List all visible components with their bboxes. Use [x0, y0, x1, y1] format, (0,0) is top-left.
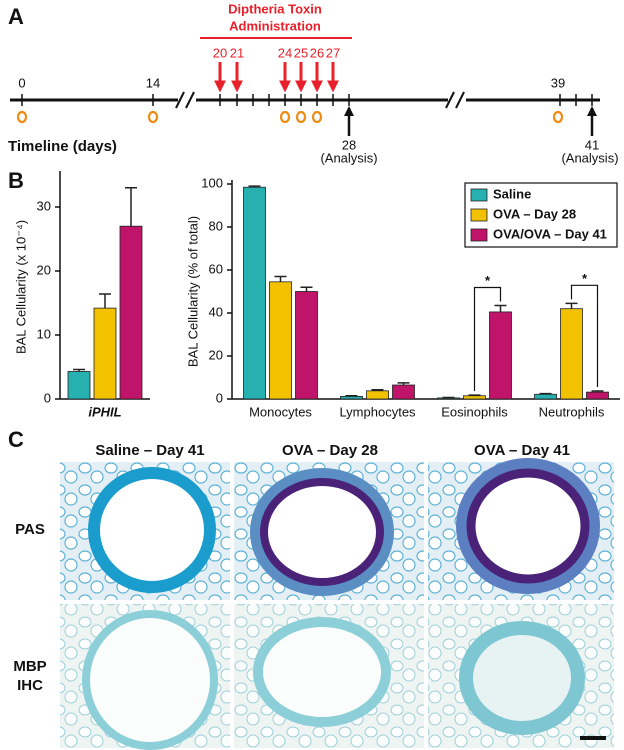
- significance-mark: *: [582, 271, 588, 286]
- bar: [366, 390, 389, 400]
- row-title: PAS: [15, 521, 45, 538]
- day-label: 0: [18, 75, 25, 90]
- dt-day: 20: [213, 45, 227, 60]
- error-bar: [468, 394, 481, 396]
- bar: [586, 391, 609, 400]
- error-bar: [125, 187, 137, 227]
- micrographs: [60, 458, 614, 750]
- bar: [269, 281, 292, 400]
- day-label: 39: [551, 75, 565, 90]
- error-bar: [591, 390, 604, 393]
- y-tick-label: 60: [209, 261, 223, 276]
- y-tick-label: 100: [201, 175, 223, 190]
- column-title: Saline – Day 41: [95, 442, 204, 459]
- legend-label: OVA/OVA – Day 41: [493, 226, 607, 241]
- row-title: IHC: [17, 677, 43, 694]
- error-bar: [565, 302, 578, 309]
- bar: [489, 311, 512, 400]
- analysis-label: (Analysis): [320, 150, 377, 165]
- significance-bracket: [473, 286, 502, 392]
- legend-swatch: [470, 208, 488, 222]
- error-bar: [345, 395, 358, 397]
- analysis-label: (Analysis): [561, 150, 618, 165]
- error-bar: [494, 304, 507, 312]
- legend-label: OVA – Day 28: [493, 206, 576, 221]
- x-tick-label: Neutrophils: [539, 404, 605, 419]
- bar: [392, 384, 415, 400]
- bar: [463, 395, 486, 400]
- y-tick-label: 10: [37, 326, 51, 341]
- bar: [295, 291, 318, 400]
- dt-day: 27: [326, 45, 340, 60]
- row-title: MBP: [13, 658, 46, 675]
- error-bar: [371, 389, 384, 391]
- significance-mark: *: [485, 273, 491, 288]
- error-bar: [73, 368, 85, 372]
- error-bar: [539, 392, 552, 395]
- dt-day: 24: [278, 45, 292, 60]
- legend-label: Saline: [493, 186, 531, 201]
- legend-swatch: [470, 228, 488, 242]
- panel-label: C: [8, 427, 24, 452]
- x-tick-label: Eosinophils: [441, 404, 508, 419]
- bar: [243, 186, 266, 400]
- bar: [93, 307, 117, 400]
- dt-arrows: [214, 62, 339, 93]
- y-tick-label: 40: [209, 304, 223, 319]
- y-tick-label: 20: [37, 262, 51, 277]
- x-tick-label: iPHIL: [88, 404, 121, 419]
- legend-swatch: [470, 188, 488, 202]
- y-axis-label: BAL Cellularity (% of total): [185, 216, 200, 367]
- error-bar: [274, 275, 287, 282]
- y-tick-label: 80: [209, 218, 223, 233]
- panel-label: B: [8, 168, 24, 193]
- dt-day: 25: [294, 45, 308, 60]
- dt-day: 21: [230, 45, 244, 60]
- analysis-day: 41: [585, 137, 599, 152]
- panel-label: A: [8, 4, 24, 29]
- dt-day: 26: [310, 45, 324, 60]
- y-tick-label: 0: [44, 390, 51, 405]
- ova-markers: [16, 110, 564, 124]
- bar: [67, 371, 91, 400]
- day-label: 14: [146, 75, 160, 90]
- analysis-arrows: [344, 106, 597, 136]
- error-bar: [248, 185, 261, 188]
- bar: [119, 225, 143, 400]
- legend-box: [464, 182, 618, 248]
- x-tick-label: Monocytes: [249, 404, 312, 419]
- column-title: OVA – Day 28: [282, 442, 378, 459]
- bar: [534, 393, 557, 400]
- timeline: [10, 91, 600, 109]
- bar: [340, 396, 363, 400]
- error-bar: [397, 382, 410, 386]
- dt-title: Administration: [229, 18, 321, 33]
- column-title: OVA – Day 41: [474, 442, 570, 459]
- dt-title: Diptheria Toxin: [228, 1, 322, 16]
- bar: [560, 308, 583, 400]
- timeline-label: Timeline (days): [8, 138, 117, 155]
- y-tick-label: 30: [37, 198, 51, 213]
- y-axis-label: BAL Cellularity (x 10⁻⁴): [13, 220, 28, 354]
- error-bar: [99, 293, 111, 309]
- y-tick-label: 20: [209, 347, 223, 362]
- y-tick-label: 0: [216, 390, 223, 405]
- error-bar: [300, 286, 313, 292]
- analysis-day: 28: [342, 137, 356, 152]
- x-tick-label: Lymphocytes: [339, 404, 416, 419]
- significance-bracket: [570, 284, 599, 388]
